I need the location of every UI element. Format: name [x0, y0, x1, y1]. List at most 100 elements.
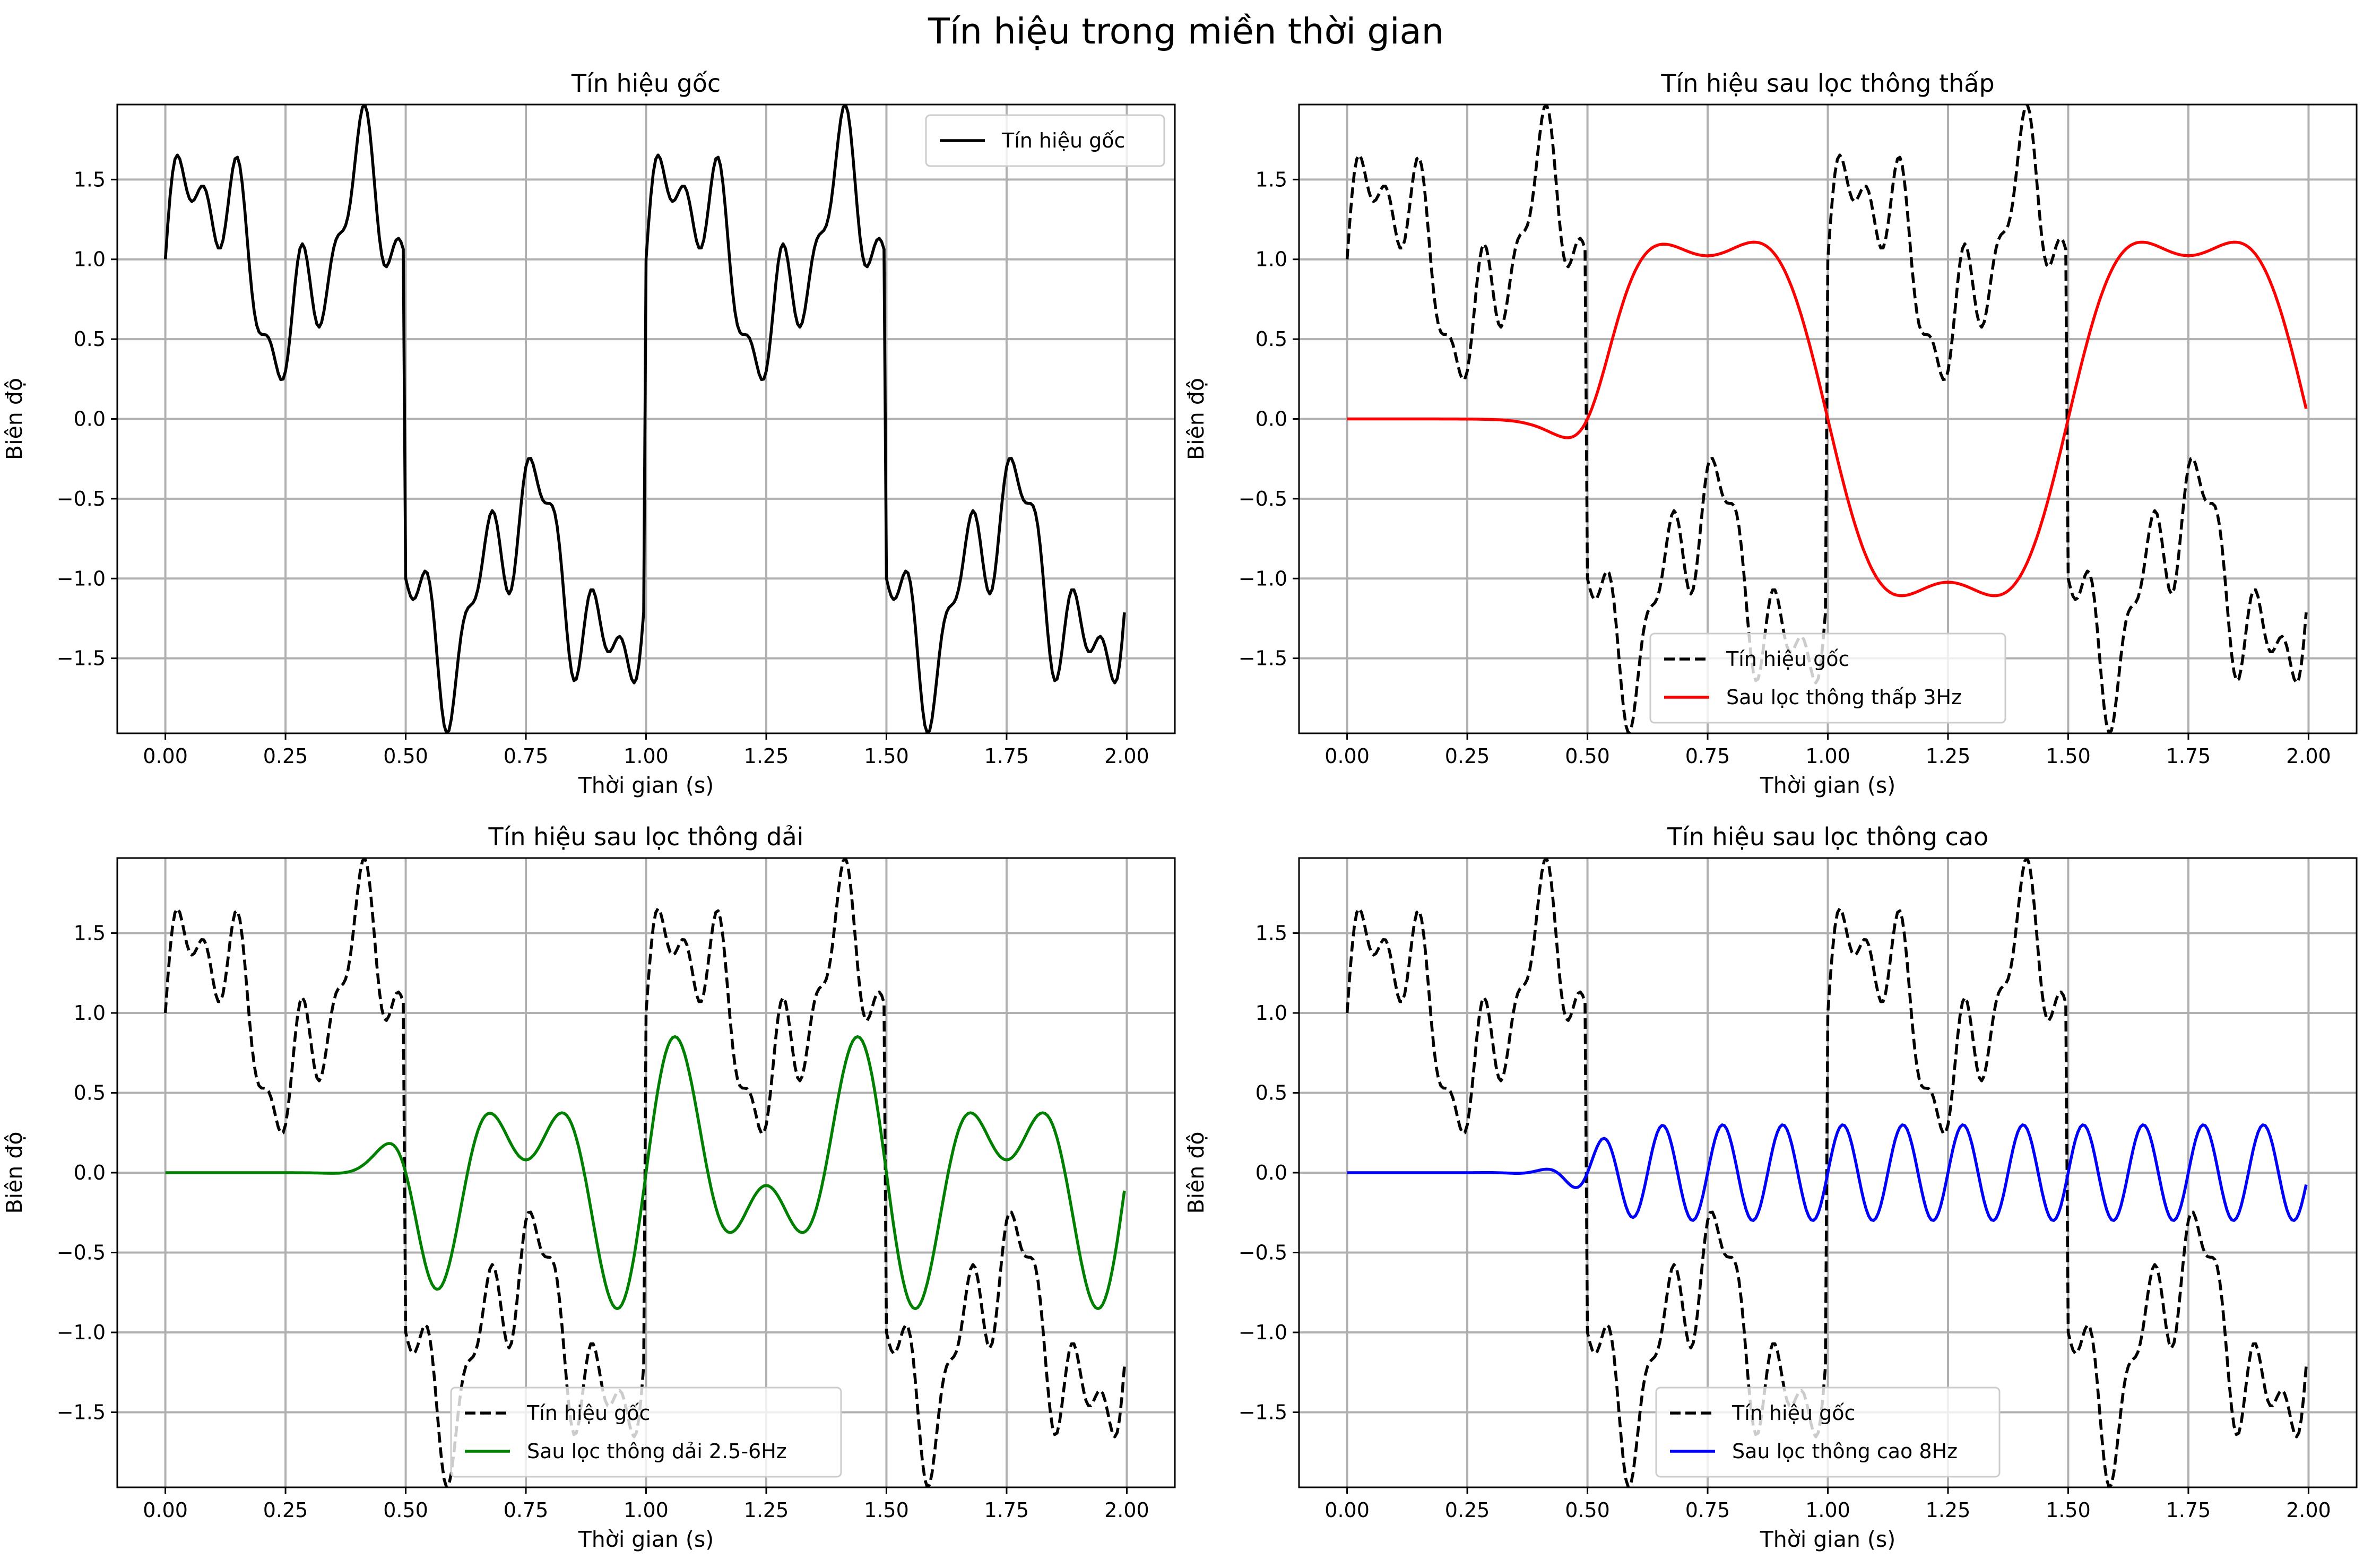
- x-tick-label: 0.75: [1685, 1498, 1730, 1522]
- x-tick-label: 0.50: [383, 744, 428, 768]
- series-line-original: [1345, 858, 2308, 1487]
- x-tick-label: 0.25: [263, 744, 308, 768]
- y-tick-label: −0.5: [57, 487, 106, 510]
- y-tick-label: −0.5: [1239, 487, 1287, 510]
- x-tick-label: 2.00: [1104, 744, 1149, 768]
- x-axis-label: Thời gian (s): [1760, 773, 1895, 798]
- x-tick-label: 1.00: [1805, 744, 1850, 768]
- y-tick-label: −1.5: [1239, 647, 1287, 670]
- x-tick-label: 1.25: [1926, 744, 1971, 768]
- legend: Tín hiệu gốc: [925, 114, 1165, 167]
- series-line-bandpass: [165, 1035, 1126, 1311]
- y-tick-label: 1.5: [1256, 168, 1287, 191]
- series-line-lowpass: [1347, 240, 2308, 597]
- subplot-3: 0.00 0.25 0.50 0.75 1.00 1.25 1.50 1.75 2.00 −1.5…: [2, 822, 1176, 1552]
- legend-label: Tín hiệu gốc: [1732, 1401, 1855, 1425]
- y-tick-label: 0.0: [74, 408, 106, 431]
- y-tick-label: 0.0: [1256, 1161, 1287, 1184]
- x-tick-label: 0.75: [504, 744, 549, 768]
- legend: Tín hiệu gốc Sau lọc thông thấp 3Hz: [1649, 633, 2006, 724]
- x-tick-label: 2.00: [2286, 744, 2331, 768]
- x-tick-label: 0.75: [1685, 744, 1730, 768]
- x-tick-label: 2.00: [2286, 1498, 2331, 1522]
- x-tick-label: 1.50: [864, 744, 909, 768]
- legend-box: [1655, 1387, 2001, 1478]
- x-axis-label: Thời gian (s): [1760, 1527, 1895, 1552]
- y-tick-label: −1.5: [57, 647, 106, 670]
- legend-label: Tín hiệu gốc: [1726, 647, 1849, 671]
- x-tick-label: 0.75: [504, 1498, 549, 1522]
- series-line-original: [163, 105, 1126, 733]
- subplot-title: Tín hiệu sau lọc thông dải: [488, 822, 804, 851]
- y-tick-label: −1.5: [57, 1401, 106, 1424]
- y-tick-label: 1.0: [74, 248, 106, 271]
- y-tick-label: −1.0: [57, 1321, 106, 1344]
- subplot-title: Tín hiệu gốc: [571, 69, 721, 98]
- x-tick-label: 1.50: [2046, 744, 2091, 768]
- x-tick-label: 1.25: [1926, 1498, 1971, 1522]
- subplots: 0.00 0.25 0.50 0.75 1.00 1.25 1.50 1.75 2.00 −1.5…: [2, 69, 2358, 1552]
- subplot-2: 0.00 0.25 0.50 0.75 1.00 1.25 1.50 1.75 2.00 −1.5…: [1183, 69, 2358, 798]
- series-line-original: [1345, 105, 2308, 733]
- y-tick-label: −0.5: [57, 1241, 106, 1264]
- y-tick-label: 1.5: [74, 921, 106, 945]
- legend-label: Sau lọc thông dải 2.5-6Hz: [527, 1440, 787, 1463]
- x-tick-label: 1.50: [864, 1498, 909, 1522]
- y-tick-label: 1.5: [1256, 921, 1287, 945]
- legend-label: Tín hiệu gốc: [526, 1401, 650, 1425]
- figure-title: Tín hiệu trong miền thời gian: [928, 11, 1444, 52]
- y-tick-label: 1.0: [74, 1001, 106, 1025]
- x-tick-label: 1.00: [624, 744, 669, 768]
- x-tick-label: 0.00: [143, 1498, 188, 1522]
- legend-label: Sau lọc thông cao 8Hz: [1732, 1440, 1958, 1463]
- x-tick-label: 0.00: [1324, 744, 1370, 768]
- x-tick-label: 0.50: [1565, 744, 1610, 768]
- x-axis-label: Thời gian (s): [578, 773, 714, 798]
- axes-frame: [1298, 103, 2358, 734]
- x-tick-label: 1.00: [624, 1498, 669, 1522]
- legend: Tín hiệu gốc Sau lọc thông cao 8Hz: [1655, 1387, 2001, 1478]
- legend-label: Sau lọc thông thấp 3Hz: [1726, 686, 1962, 709]
- y-tick-label: −0.5: [1239, 1241, 1287, 1264]
- y-tick-label: 0.5: [74, 327, 106, 351]
- y-axis-label: Biên độ: [1183, 378, 1209, 460]
- y-tick-label: 0.5: [74, 1081, 106, 1104]
- legend-box: [450, 1387, 842, 1478]
- legend-box: [925, 114, 1165, 167]
- subplot-1: 0.00 0.25 0.50 0.75 1.00 1.25 1.50 1.75 2.00 −1.5…: [2, 69, 1176, 798]
- legend-box: [1649, 633, 2006, 724]
- x-tick-label: 0.25: [1445, 744, 1490, 768]
- axes-frame: [116, 857, 1176, 1488]
- y-tick-label: 1.5: [74, 168, 106, 191]
- x-tick-label: 1.25: [744, 1498, 789, 1522]
- axes-frame: [1298, 857, 2358, 1488]
- y-tick-label: −1.0: [57, 567, 106, 590]
- x-tick-label: 1.25: [744, 744, 789, 768]
- x-tick-label: 0.00: [143, 744, 188, 768]
- legend: Tín hiệu gốc Sau lọc thông dải 2.5-6Hz: [450, 1387, 842, 1478]
- x-tick-label: 1.75: [984, 744, 1029, 768]
- y-tick-label: 0.5: [1256, 1081, 1287, 1104]
- x-tick-label: 1.75: [2166, 1498, 2211, 1522]
- x-tick-label: 2.00: [1104, 1498, 1149, 1522]
- y-tick-label: −1.0: [1239, 1321, 1287, 1344]
- y-tick-label: 1.0: [1256, 1001, 1287, 1025]
- series-line-highpass: [1347, 1123, 2308, 1222]
- y-tick-label: −1.5: [1239, 1401, 1287, 1424]
- x-tick-label: 1.75: [984, 1498, 1029, 1522]
- subplot-title: Tín hiệu sau lọc thông thấp: [1660, 69, 1994, 98]
- x-tick-label: 1.75: [2166, 744, 2211, 768]
- y-axis-label: Biên độ: [1183, 1132, 1209, 1214]
- x-tick-label: 0.00: [1324, 1498, 1370, 1522]
- axes-frame: [116, 103, 1176, 734]
- y-tick-label: 0.0: [1256, 408, 1287, 431]
- y-axis-label: Biên độ: [2, 378, 27, 460]
- x-tick-label: 1.00: [1805, 1498, 1850, 1522]
- x-axis-label: Thời gian (s): [578, 1527, 714, 1552]
- y-tick-label: 0.0: [74, 1161, 106, 1184]
- subplot-title: Tín hiệu sau lọc thông cao: [1667, 822, 1988, 851]
- legend-label: Tín hiệu gốc: [1001, 129, 1125, 152]
- x-tick-label: 0.50: [1565, 1498, 1610, 1522]
